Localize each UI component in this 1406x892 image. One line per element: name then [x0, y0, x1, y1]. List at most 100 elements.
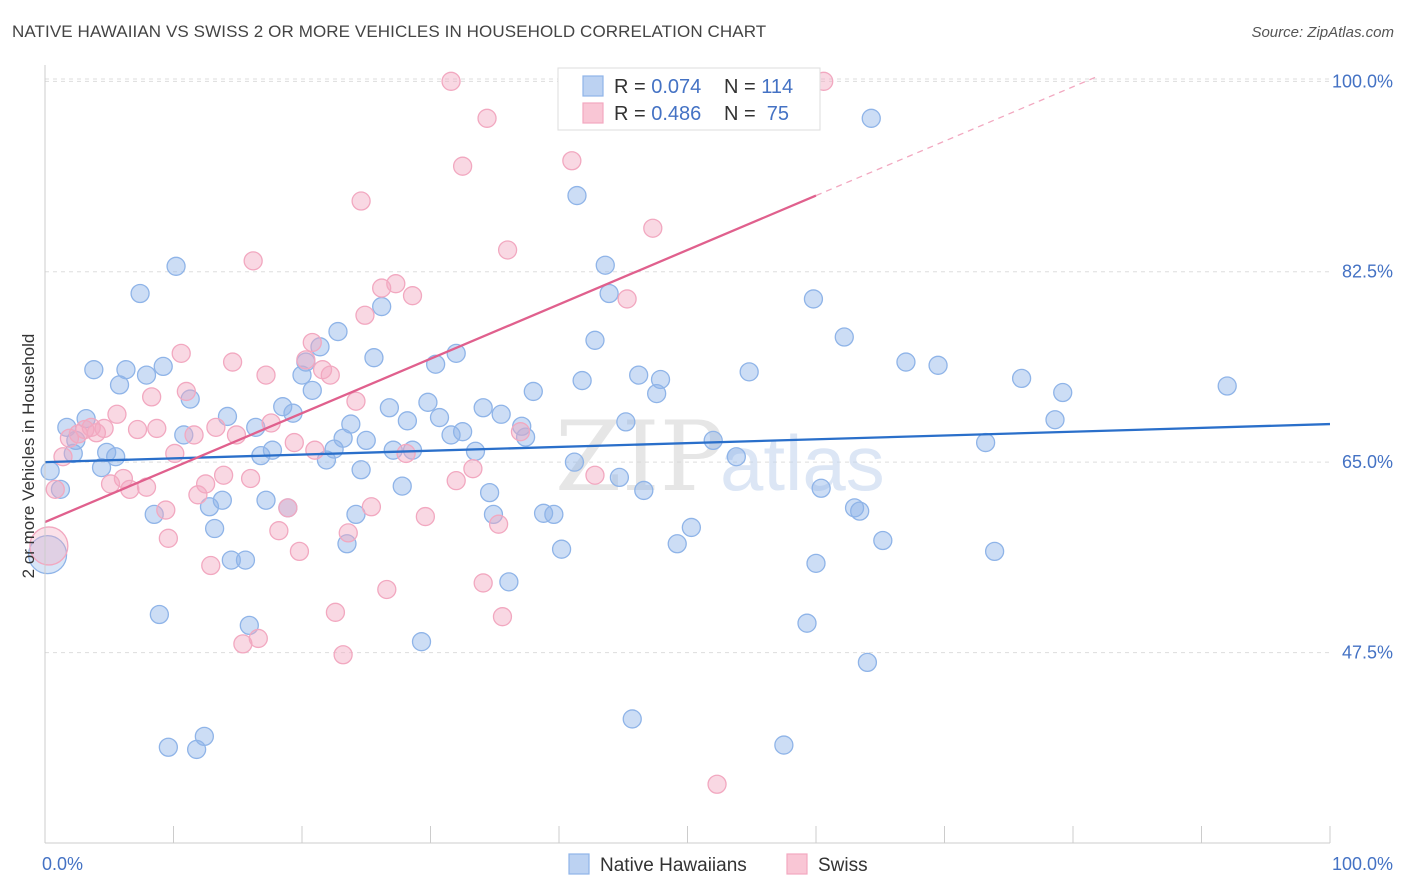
- bottom-legend: Native Hawaiians Swiss: [568, 853, 868, 876]
- native-hawaiian-point: [328, 321, 348, 342]
- swiss-point: [305, 440, 325, 460]
- native-hawaiian-point: [158, 737, 179, 757]
- y-axis-label: 2 or more Vehicles in Household: [19, 334, 38, 579]
- native-hawaiian-point: [647, 383, 667, 404]
- swiss-point: [361, 497, 382, 517]
- swiss-point: [147, 418, 167, 439]
- native-hawaiian-point: [544, 504, 564, 525]
- y-tick-label: 65.0%: [1342, 452, 1393, 472]
- native-hawaiian-point: [634, 480, 654, 501]
- native-hawaiian-point: [681, 517, 702, 538]
- legend-r-label-2: R =: [614, 103, 651, 125]
- native-hawaiian-point: [106, 447, 126, 467]
- swiss-point: [127, 419, 148, 440]
- native-hawaiian-point: [465, 441, 486, 461]
- native-hawaiian-point: [1053, 382, 1073, 403]
- native-hawaiian-point: [341, 414, 361, 434]
- native-hawaiian-point: [726, 447, 746, 467]
- legend-n-value-2: 75: [761, 103, 789, 125]
- native-hawaiian-point: [364, 348, 384, 368]
- swiss-point: [269, 521, 289, 541]
- native-hawaiian-point: [372, 296, 392, 317]
- native-hawaiian-point: [397, 411, 418, 431]
- watermark-atlas: atlas: [720, 419, 885, 507]
- native-hawaiian-point: [551, 539, 572, 559]
- swiss-point: [488, 514, 509, 534]
- native-hawaiian-point: [166, 256, 186, 276]
- swiss-point: [156, 500, 176, 520]
- native-hawaiian-point: [346, 504, 366, 525]
- native-hawaiian-point: [567, 185, 587, 206]
- native-hawaiian-point: [149, 604, 170, 625]
- swiss-point: [171, 343, 191, 363]
- native-hawaiian-point: [564, 452, 585, 472]
- native-hawaiian-point: [429, 407, 450, 428]
- native-hawaiian-point: [302, 380, 322, 400]
- native-hawaiian-point: [379, 398, 400, 418]
- native-hawaiian-point: [667, 534, 687, 554]
- native-hawaiian-point: [811, 478, 831, 498]
- y-tick-label: 82.5%: [1342, 262, 1393, 282]
- native-hawaiian-point: [616, 412, 636, 432]
- bottom-legend-swatch-swiss: [786, 853, 808, 875]
- swiss-trend-extension: [815, 75, 1099, 197]
- chart-title: NATIVE HAWAIIAN VS SWISS 2 OR MORE VEHIC…: [12, 22, 767, 41]
- native-hawaiian-point: [896, 352, 916, 372]
- watermark-zip: ZIP: [555, 401, 724, 513]
- native-hawaiian-point: [599, 283, 619, 304]
- native-hawaiian-point: [256, 490, 276, 510]
- swiss-point: [415, 506, 436, 527]
- bottom-legend-swatch-native-hawaiians: [568, 853, 590, 875]
- swiss-point: [333, 645, 353, 665]
- native-hawaiian-point: [797, 613, 817, 633]
- native-hawaiian-point: [221, 550, 241, 570]
- trend-layer: [44, 75, 1331, 524]
- native-hawaiian-point: [40, 461, 60, 481]
- legend-swatch-swiss: [582, 102, 604, 124]
- x-tick-label-min: 0.0%: [42, 854, 83, 874]
- native-hawaiian-point: [50, 479, 71, 500]
- native-hawaiian-point: [411, 632, 432, 652]
- swiss-point: [346, 391, 366, 411]
- bottom-legend-swiss: Swiss: [818, 855, 868, 876]
- swiss-point: [351, 191, 371, 211]
- native-hawaiian-point: [523, 381, 543, 402]
- swiss-point: [396, 443, 416, 464]
- swiss-point: [243, 251, 263, 271]
- legend-swatch-native-hawaiians: [582, 75, 604, 97]
- swiss-point: [643, 218, 663, 238]
- swiss-point: [492, 607, 513, 627]
- swiss-point: [585, 465, 605, 485]
- swiss-point: [707, 774, 727, 794]
- swiss-point: [296, 350, 316, 370]
- swiss-point: [29, 526, 69, 566]
- swiss-point: [463, 459, 483, 479]
- legend-n-label-2: N =: [724, 103, 761, 125]
- native-hawaiian-point: [806, 553, 826, 574]
- native-hawaiian-point: [533, 503, 554, 523]
- legend-r-value-1: 0.074: [651, 76, 701, 98]
- swiss-point: [402, 286, 423, 306]
- x-tick-label-max: 100.0%: [1332, 854, 1393, 874]
- native-hawaiian-point: [1011, 368, 1032, 389]
- native-hawaiian-point: [857, 652, 878, 673]
- native-hawaiian-point: [84, 360, 104, 380]
- native-hawaiian-point: [629, 365, 649, 385]
- swiss-point: [473, 573, 493, 593]
- native-hawaiian-point: [473, 398, 493, 418]
- native-hawaiian-point: [491, 404, 511, 424]
- native-hawaiian-point: [622, 709, 642, 729]
- native-hawaiian-point: [425, 354, 446, 374]
- axis-layer: 0.0% 100.0%: [42, 65, 1393, 874]
- svg-text:N = 114: N = 114: [724, 76, 793, 98]
- legend-n-value-1: 114: [761, 76, 793, 98]
- native-hawaiian-point: [975, 432, 996, 453]
- swiss-point: [240, 468, 261, 489]
- native-hawaiian-point: [834, 327, 854, 347]
- native-hawaiian-point: [650, 369, 671, 390]
- points-layer: [27, 71, 1237, 794]
- native-hawaiian-point: [850, 501, 870, 521]
- native-hawaiian-point: [861, 108, 881, 128]
- swiss-point: [222, 352, 243, 372]
